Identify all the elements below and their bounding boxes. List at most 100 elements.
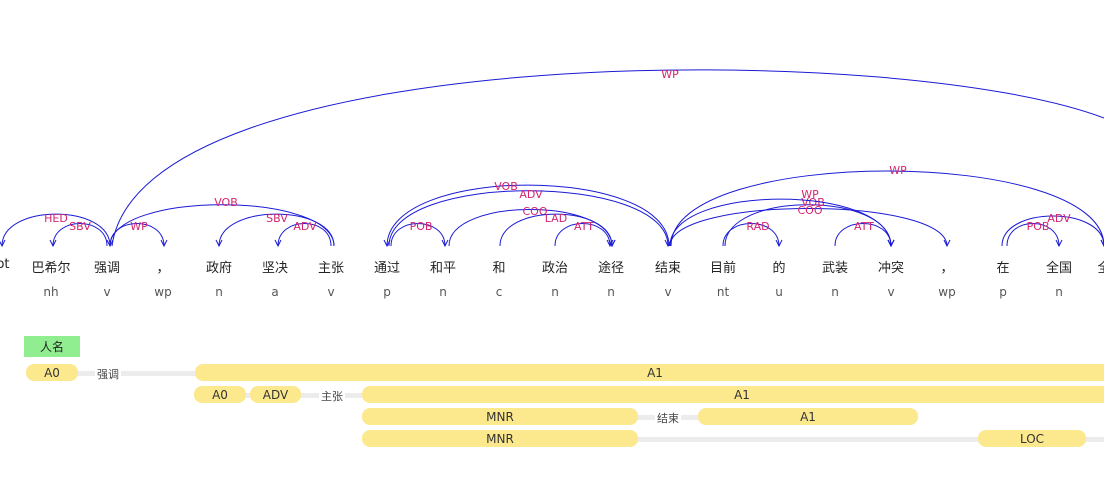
arc-label: VOB <box>214 196 238 209</box>
srl-arg: MNR <box>362 430 638 447</box>
arc-label: WP <box>661 68 679 81</box>
srl-arg: ADV <box>250 386 301 403</box>
arc-label: COO <box>798 204 823 217</box>
token-word: 和 <box>492 261 506 276</box>
arc-label: POB <box>1027 220 1050 233</box>
dependency-arc <box>499 213 613 247</box>
dependency-arc <box>109 204 335 247</box>
ner-label: 人名 <box>39 340 64 354</box>
arc-label: RAD <box>746 220 769 233</box>
arc-label: ADV <box>519 188 543 201</box>
srl-track <box>364 437 1104 442</box>
dependency-arc <box>390 223 446 247</box>
dependency-arc <box>388 190 669 247</box>
token-pos: wp <box>154 285 172 299</box>
token-word: 冲突 <box>877 261 905 276</box>
dependency-arc <box>277 223 332 247</box>
arc-label: POB <box>410 220 433 233</box>
token-pos: wp <box>938 285 956 299</box>
token-pos: v <box>327 285 335 299</box>
token-pos: n <box>607 285 615 299</box>
token-pos: nh <box>43 285 59 299</box>
srl-arg: A0 <box>194 386 246 403</box>
arc-label: ADV <box>1047 212 1071 225</box>
dependency-arc <box>1001 215 1104 247</box>
dependency-arc <box>448 209 613 247</box>
arc-label: ATT <box>854 220 874 233</box>
arc-label: SBV <box>69 220 91 233</box>
token-word: ， <box>156 261 170 276</box>
token-pos: n <box>1055 285 1063 299</box>
srl-track <box>364 415 916 420</box>
srl-predicate: 结束 <box>655 410 681 426</box>
dependency-arc <box>669 208 948 247</box>
token-pos: v <box>887 285 895 299</box>
arc-arrowhead <box>1100 239 1104 248</box>
token-pos: p <box>999 285 1007 299</box>
arc-label: SBV <box>266 212 288 225</box>
token-word: 途径 <box>597 261 625 276</box>
arc-label: VOB <box>494 180 518 193</box>
dependency-arc <box>669 198 892 247</box>
token-word: 目前 <box>709 261 737 276</box>
dependency-arc <box>834 223 892 247</box>
arc-arrowhead <box>606 239 614 248</box>
srl-arg: LOC <box>978 430 1086 447</box>
dependency-arc <box>218 213 335 247</box>
srl-arg: MNR <box>362 408 638 425</box>
srl-arg: A1 <box>362 386 1104 403</box>
srl-predicate: 主张 <box>319 388 345 404</box>
token-word: 和平 <box>429 261 457 276</box>
arc-arrowhead <box>775 239 783 248</box>
arc-arrowhead <box>441 239 449 248</box>
arc-arrowhead <box>215 239 223 248</box>
arc-label: WP <box>801 188 819 201</box>
srl-arg: A1 <box>698 408 918 425</box>
token-word: 坚决 <box>261 261 289 276</box>
dependency-arc <box>1006 223 1060 247</box>
token-word: 在 <box>996 261 1010 276</box>
token-pos: u <box>775 285 783 299</box>
arc-label: LAD <box>545 212 567 225</box>
ner-tag-person: 人名 <box>24 336 80 357</box>
arc-arrowhead <box>383 239 391 248</box>
token-pos: n <box>215 285 223 299</box>
arc-arrowhead <box>887 239 895 248</box>
arc-arrowhead <box>943 239 951 248</box>
dependency-arc <box>52 223 108 247</box>
token-word: ， <box>940 261 954 276</box>
dependency-arc <box>1 213 111 247</box>
token-word: 主张 <box>317 261 345 276</box>
token-word: 全国 <box>1045 261 1073 276</box>
token-pos: c <box>495 285 503 299</box>
arc-arrowhead <box>106 239 114 248</box>
arc-label: ATT <box>574 220 594 233</box>
arc-label: WP <box>130 220 148 233</box>
arc-arrowhead <box>1055 239 1063 248</box>
dependency-arc <box>722 223 780 247</box>
arc-label: WP <box>889 164 907 177</box>
token-pos: v <box>664 285 672 299</box>
dependency-arc <box>670 170 1104 247</box>
token-word: 政治 <box>541 261 569 276</box>
srl-arg: A1 <box>195 364 1104 381</box>
token-word: ot <box>0 257 10 272</box>
token-word: 的 <box>772 261 786 276</box>
token-word: 武装 <box>821 261 849 276</box>
token-word: 通过 <box>373 261 401 276</box>
arc-arrowhead <box>274 239 282 248</box>
arc-arrowhead <box>0 239 6 248</box>
token-word: 强调 <box>93 261 121 276</box>
arc-label: HED <box>44 212 68 225</box>
token-word: 全 <box>1097 257 1104 276</box>
srl-arg: A0 <box>26 364 78 381</box>
token-pos: n <box>551 285 559 299</box>
arc-arrowhead <box>49 239 57 248</box>
token-pos: n <box>831 285 839 299</box>
arc-label: ADV <box>293 220 317 233</box>
token-pos: nt <box>716 285 730 299</box>
dependency-arc <box>554 223 611 247</box>
token-word: 结束 <box>654 261 682 276</box>
token-pos: n <box>439 285 447 299</box>
